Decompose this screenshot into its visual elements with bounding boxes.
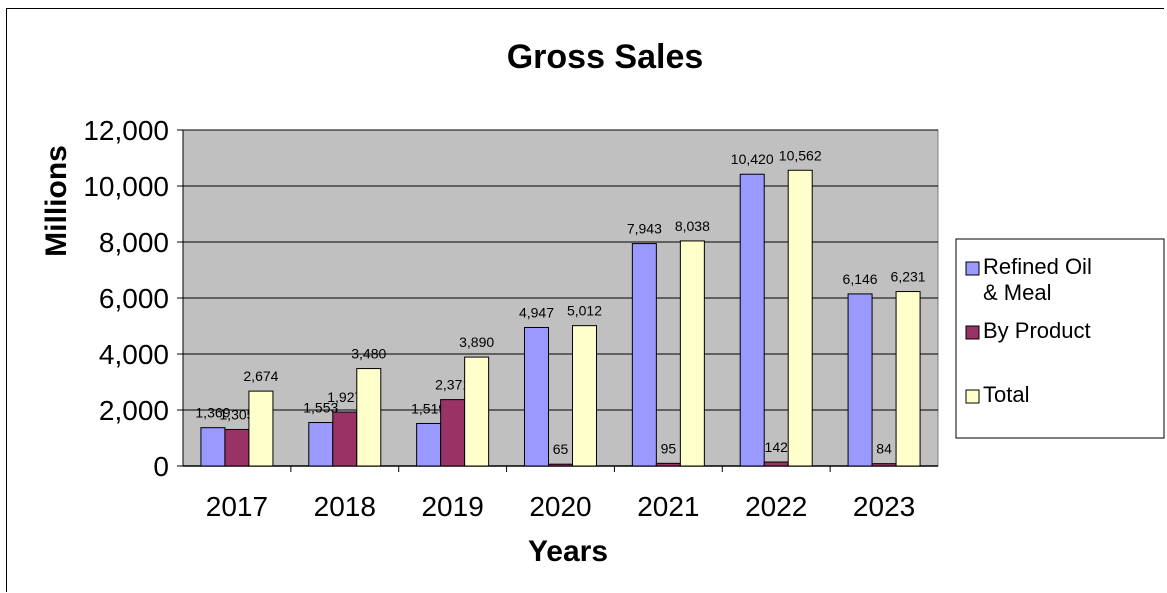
bar bbox=[787, 169, 813, 467]
legend-label: & Meal bbox=[983, 280, 1051, 305]
bar bbox=[200, 427, 226, 467]
x-tick-label: 2022 bbox=[745, 491, 807, 522]
y-tick-label: 12,000 bbox=[83, 115, 169, 146]
data-label: 6,231 bbox=[891, 269, 926, 285]
bar bbox=[416, 422, 442, 467]
data-label: 1,519 bbox=[411, 400, 446, 416]
data-label: 95 bbox=[661, 440, 677, 456]
data-label: 6,146 bbox=[843, 271, 878, 287]
legend-label: Total bbox=[983, 382, 1029, 407]
bar bbox=[871, 463, 897, 467]
data-label: 3,890 bbox=[459, 334, 494, 350]
bar bbox=[332, 411, 358, 467]
x-tick-label: 2018 bbox=[314, 491, 376, 522]
bar bbox=[548, 463, 573, 467]
bar bbox=[248, 390, 274, 467]
x-axis-label: Years bbox=[528, 535, 608, 568]
data-label: 84 bbox=[876, 441, 892, 457]
data-label: 65 bbox=[553, 441, 569, 457]
data-label: 5,012 bbox=[567, 303, 602, 319]
x-tick-label: 2020 bbox=[529, 491, 591, 522]
chart-title: Gross Sales bbox=[507, 38, 704, 76]
x-tick-label: 2023 bbox=[853, 491, 915, 522]
legend-swatch bbox=[965, 389, 980, 404]
legend-swatch bbox=[965, 325, 980, 340]
data-label: 7,943 bbox=[627, 221, 662, 237]
bar bbox=[440, 399, 466, 467]
chart-frame bbox=[6, 8, 1164, 592]
data-label: 3,480 bbox=[351, 346, 386, 362]
bar bbox=[224, 428, 250, 467]
legend-label: Refined Oil bbox=[983, 254, 1092, 279]
y-tick-label: 8,000 bbox=[99, 227, 169, 258]
legend-swatch bbox=[965, 261, 980, 276]
bar bbox=[356, 368, 382, 467]
data-label: 2,371 bbox=[435, 377, 470, 393]
bar bbox=[308, 422, 334, 467]
bar bbox=[631, 243, 657, 467]
data-label: 1,553 bbox=[303, 400, 338, 416]
legend-box bbox=[955, 238, 1165, 439]
data-label: 8,038 bbox=[675, 218, 710, 234]
bar bbox=[895, 291, 921, 467]
y-tick-label: 6,000 bbox=[99, 283, 169, 314]
y-tick-label: 10,000 bbox=[83, 171, 169, 202]
x-tick-label: 2019 bbox=[421, 491, 483, 522]
bar bbox=[739, 173, 765, 467]
bar bbox=[572, 325, 597, 467]
data-label: 10,562 bbox=[779, 147, 822, 163]
x-tick-label: 2021 bbox=[637, 491, 699, 522]
y-axis-label: Millions bbox=[40, 145, 73, 257]
bar bbox=[464, 356, 490, 467]
bar bbox=[524, 326, 549, 467]
data-label: 2,674 bbox=[243, 368, 278, 384]
data-label: 142 bbox=[765, 439, 789, 455]
data-label: 4,947 bbox=[519, 304, 554, 320]
y-tick-label: 0 bbox=[153, 451, 169, 482]
bar bbox=[655, 462, 681, 467]
data-label: 1,927 bbox=[327, 389, 362, 405]
legend-label: By Product bbox=[983, 318, 1091, 343]
legend: Refined Oil& Meal By Product Total bbox=[955, 238, 1165, 439]
bar bbox=[763, 461, 789, 467]
data-label: 1,369 bbox=[195, 405, 230, 421]
bar bbox=[847, 293, 873, 467]
data-label: 10,420 bbox=[731, 151, 774, 167]
y-tick-label: 2,000 bbox=[99, 395, 169, 426]
bar bbox=[679, 240, 705, 467]
data-label: 1,305 bbox=[219, 406, 254, 422]
y-tick-label: 4,000 bbox=[99, 339, 169, 370]
x-tick-label: 2017 bbox=[206, 491, 268, 522]
